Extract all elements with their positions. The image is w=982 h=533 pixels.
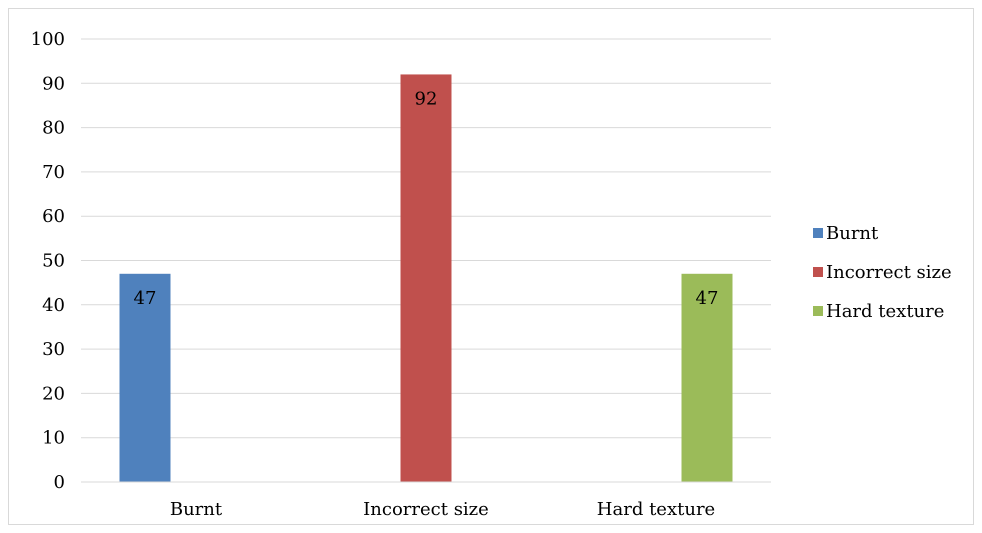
y-tick-label: 20 bbox=[42, 383, 65, 404]
chart-area: 0 10 20 30 40 50 60 70 80 90 100 47 92 47 Burnt Incor… bbox=[8, 8, 974, 525]
bar-incorrect-size bbox=[400, 74, 452, 482]
legend-label: Incorrect size bbox=[826, 262, 952, 283]
data-label: 92 bbox=[415, 88, 438, 109]
bars bbox=[119, 74, 733, 482]
legend-label: Hard texture bbox=[826, 301, 944, 322]
y-tick-label: 60 bbox=[42, 206, 65, 227]
legend: Burnt Incorrect size Hard texture bbox=[813, 223, 952, 322]
x-tick-label: Hard texture bbox=[597, 499, 715, 520]
x-axis: Burnt Incorrect size Hard texture bbox=[81, 481, 771, 520]
bar-burnt bbox=[119, 273, 171, 482]
y-tick-label: 90 bbox=[42, 73, 65, 94]
y-tick-label: 80 bbox=[42, 118, 65, 139]
legend-swatch bbox=[813, 228, 823, 238]
data-label: 47 bbox=[134, 288, 157, 309]
y-tick-label: 100 bbox=[31, 29, 65, 50]
y-tick-label: 70 bbox=[42, 162, 65, 183]
y-tick-label: 40 bbox=[42, 295, 65, 316]
legend-swatch bbox=[813, 306, 823, 316]
x-tick-label: Burnt bbox=[170, 499, 223, 520]
y-tick-label: 10 bbox=[42, 428, 65, 449]
x-tick-label: Incorrect size bbox=[363, 499, 489, 520]
legend-label: Burnt bbox=[826, 223, 879, 244]
y-axis: 0 10 20 30 40 50 60 70 80 90 100 bbox=[31, 29, 65, 493]
bar-chart: 0 10 20 30 40 50 60 70 80 90 100 47 92 47 Burnt Incor… bbox=[31, 29, 952, 520]
y-tick-label: 30 bbox=[42, 339, 65, 360]
bar-hard-texture bbox=[681, 273, 733, 482]
y-tick-label: 0 bbox=[54, 472, 65, 493]
y-tick-label: 50 bbox=[42, 251, 65, 272]
legend-swatch bbox=[813, 267, 823, 277]
data-labels: 47 92 47 bbox=[134, 88, 719, 308]
data-label: 47 bbox=[696, 288, 719, 309]
